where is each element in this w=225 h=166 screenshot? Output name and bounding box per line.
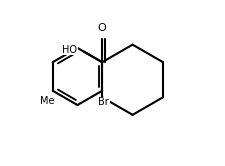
Text: HO: HO: [62, 45, 77, 55]
Text: Me: Me: [40, 96, 54, 106]
Text: Br: Br: [98, 97, 109, 107]
Text: O: O: [97, 23, 106, 33]
